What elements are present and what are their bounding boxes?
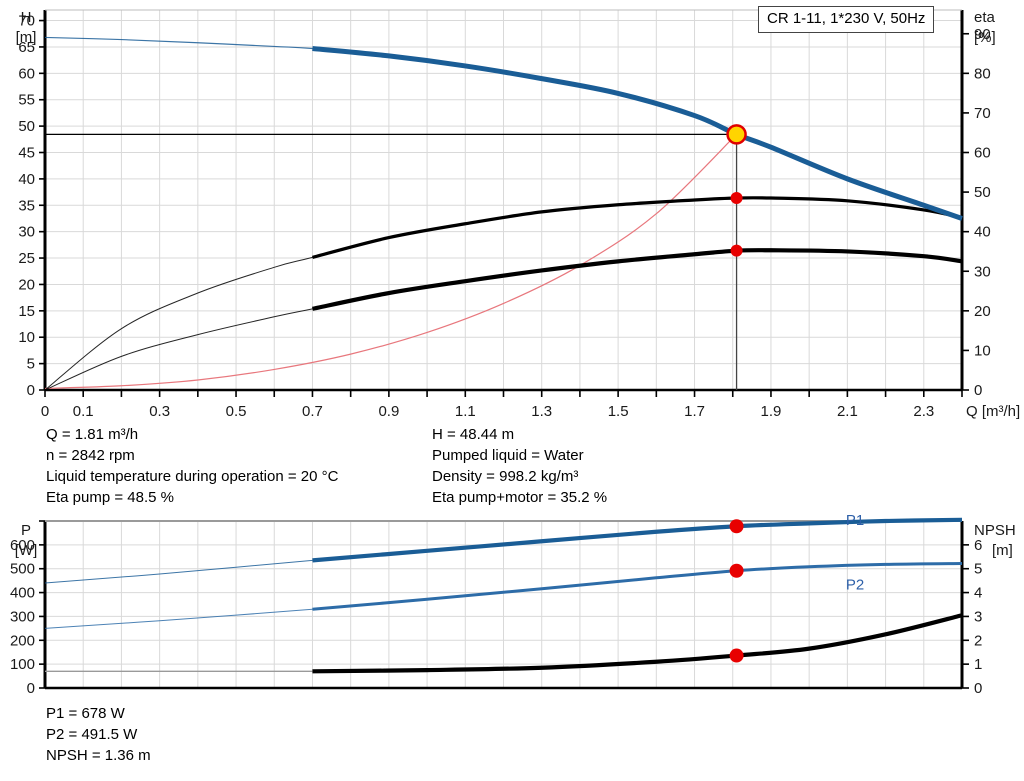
ytick-label-right: 0 — [974, 680, 982, 697]
ytick-label-left: 5 — [27, 356, 35, 373]
ytick-label-right: 30 — [974, 263, 991, 280]
p1-curve-thick — [312, 517, 963, 563]
ytick-label-left: 35 — [18, 197, 35, 214]
xtick-label: 0 — [41, 403, 49, 420]
ytick-label-right: 50 — [974, 184, 991, 201]
xtick-label: 2.3 — [913, 403, 934, 420]
ytick-label-right: 60 — [974, 145, 991, 162]
xtick-label: 1.3 — [531, 403, 552, 420]
duty-marker-eta-1 — [730, 244, 743, 257]
xtick-label: 2.1 — [837, 403, 858, 420]
ytick-label-right: 90 — [974, 26, 991, 43]
p1-curve-label: P1 — [846, 513, 864, 529]
ytick-label-left: 20 — [18, 276, 35, 293]
y2-axis-title-eta: eta — [974, 9, 996, 26]
duty-point-marker[interactable] — [726, 124, 747, 145]
ytick-label-left: 15 — [18, 303, 35, 320]
ytick-label-left: 600 — [10, 537, 35, 554]
xtick-label: 0.3 — [149, 403, 170, 420]
ytick-label-left: 0 — [27, 680, 35, 697]
y2-axis-unit-npsh: [m] — [992, 542, 1013, 559]
ytick-label-left: 10 — [18, 329, 35, 346]
xtick-label: 0.1 — [73, 403, 94, 420]
info-bottom-line-0: P1 = 678 W — [46, 705, 125, 722]
ytick-label-right: 10 — [974, 342, 991, 359]
ytick-label-left: 55 — [18, 92, 35, 109]
ytick-label-right: 3 — [974, 608, 982, 625]
head-curve-thick — [312, 46, 963, 221]
ytick-label-right: 80 — [974, 65, 991, 82]
red-system-curve — [44, 133, 737, 390]
ytick-label-left: 60 — [18, 65, 35, 82]
info-left-line-0: Q = 1.81 m³/h — [46, 426, 139, 443]
ytick-label-right: 1 — [974, 656, 982, 673]
ytick-label-left: 0 — [27, 382, 35, 399]
xtick-label: 1.1 — [455, 403, 476, 420]
power-npsh-chart: 0 100 200 300 400 500 600 0 1 2 3 4 5 6 P [W] NPSH [m] P1 P… — [10, 513, 1016, 697]
x-axis-title: Q [m³/h] — [966, 403, 1020, 420]
xtick-label: 0.7 — [302, 403, 323, 420]
y-axis-title-p: P — [21, 522, 31, 539]
xtick-label: 1.9 — [761, 403, 782, 420]
xtick-label: 0.9 — [378, 403, 399, 420]
duty-marker-npsh — [729, 648, 744, 663]
ytick-label-left: 200 — [10, 632, 35, 649]
ytick-label-left: 300 — [10, 608, 35, 625]
y2-axis-unit-eta: [%] — [974, 29, 996, 46]
ytick-label-left: 65 — [18, 39, 35, 56]
ytick-label-right: 0 — [974, 382, 982, 399]
info-block-bottom: P1 = 678 W P2 = 491.5 W NPSH = 1.36 m — [46, 703, 151, 766]
y-axis-title-h: H — [21, 9, 32, 26]
ytick-label-left: 40 — [18, 171, 35, 188]
y-axis-unit-h: [m] — [16, 29, 37, 46]
ytick-label-left: 30 — [18, 224, 35, 241]
ytick-label-right: 2 — [974, 632, 982, 649]
ytick-label-left: 50 — [18, 118, 35, 135]
info-right-line-2: Density = 998.2 kg/m³ — [432, 468, 579, 485]
ytick-label-right: 20 — [974, 303, 991, 320]
info-bottom-line-1: P2 = 491.5 W — [46, 726, 138, 743]
ytick-label-right: 70 — [974, 105, 991, 122]
ytick-label-right: 40 — [974, 224, 991, 241]
ytick-label-left: 100 — [10, 656, 35, 673]
info-left-line-3: Eta pump = 48.5 % — [46, 489, 174, 506]
info-left-line-2: Liquid temperature during operation = 20… — [46, 468, 339, 485]
ytick-label-left: 70 — [18, 13, 35, 30]
ytick-label-left: 45 — [18, 145, 35, 162]
ytick-label-left: 400 — [10, 585, 35, 602]
head-efficiency-chart: 0 5 10 15 20 25 30 35 40 45 50 55 60 65 70 0 10 20 30 40 50 6… — [16, 9, 1021, 420]
p2-curve-label: P2 — [846, 576, 864, 593]
ytick-label-left: 500 — [10, 561, 35, 578]
duty-marker-p2 — [729, 563, 744, 578]
xtick-label: 1.5 — [608, 403, 629, 420]
duty-marker-eta-0 — [730, 192, 743, 205]
eta-pump-motor-curve-thick — [312, 248, 963, 311]
info-right-line-0: H = 48.44 m — [432, 426, 515, 443]
ytick-label-right: 4 — [974, 585, 982, 602]
info-block-right: H = 48.44 m Pumped liquid = Water Density … — [432, 424, 607, 508]
ytick-label-right: 5 — [974, 561, 982, 578]
info-right-line-1: Pumped liquid = Water — [432, 447, 584, 464]
ytick-label-left: 25 — [18, 250, 35, 267]
info-bottom-line-2: NPSH = 1.36 m — [46, 747, 151, 764]
eta-pump-curve-thick — [312, 196, 963, 259]
y2-axis-title-npsh: NPSH — [974, 522, 1016, 539]
y-axis-unit-p: [W] — [15, 542, 38, 559]
xtick-label: 0.5 — [226, 403, 247, 420]
duty-marker-p1 — [729, 519, 744, 534]
ytick-label-right: 6 — [974, 537, 982, 554]
npsh-curve — [312, 613, 963, 674]
info-left-line-1: n = 2842 rpm — [46, 447, 135, 464]
info-block-left: Q = 1.81 m³/h n = 2842 rpm Liquid temperat… — [46, 424, 338, 508]
info-right-line-3: Eta pump+motor = 35.2 % — [432, 489, 608, 506]
xtick-label: 1.7 — [684, 403, 705, 420]
chart-title-box: CR 1-11, 1*230 V, 50Hz — [758, 6, 935, 33]
p2-curve-thick — [312, 561, 963, 611]
